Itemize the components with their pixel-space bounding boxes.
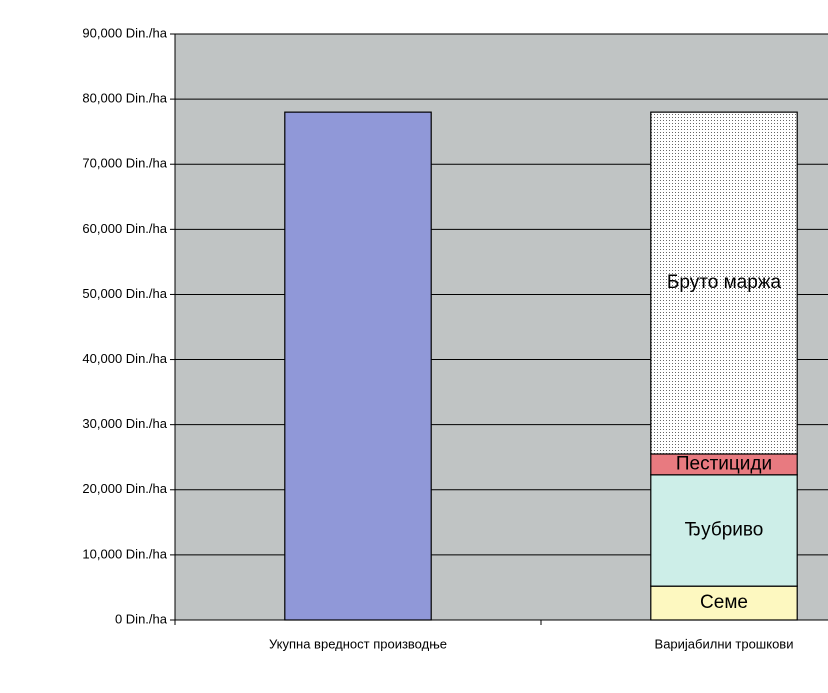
y-tick-label: 40,000 Din./ha [82,351,167,366]
y-tick-label: 90,000 Din./ha [82,25,167,40]
y-tick-label: 80,000 Din./ha [82,91,167,106]
y-tick-label: 20,000 Din./ha [82,481,167,496]
segment-label: Бруто маржа [667,272,782,293]
y-tick-label: 60,000 Din./ha [82,221,167,236]
bar-segment [650,111,798,455]
bar-segment [650,474,798,587]
segment-label: Ђубриво [685,519,764,540]
y-tick-label: 70,000 Din./ha [82,156,167,171]
y-tick-label: 10,000 Din./ha [82,546,167,561]
y-tick-label: 0 Din./ha [115,611,168,626]
x-tick-label: Укупна вредност производње [269,636,447,651]
bar-segment [650,585,798,621]
y-tick-label: 50,000 Din./ha [82,286,167,301]
bar-segment [284,111,432,621]
segment-label: Пестициди [676,453,772,474]
segment-label: Семе [700,592,748,613]
y-tick-label: 30,000 Din./ha [82,416,167,431]
x-tick-label: Варијабилни трошкови [655,636,794,651]
